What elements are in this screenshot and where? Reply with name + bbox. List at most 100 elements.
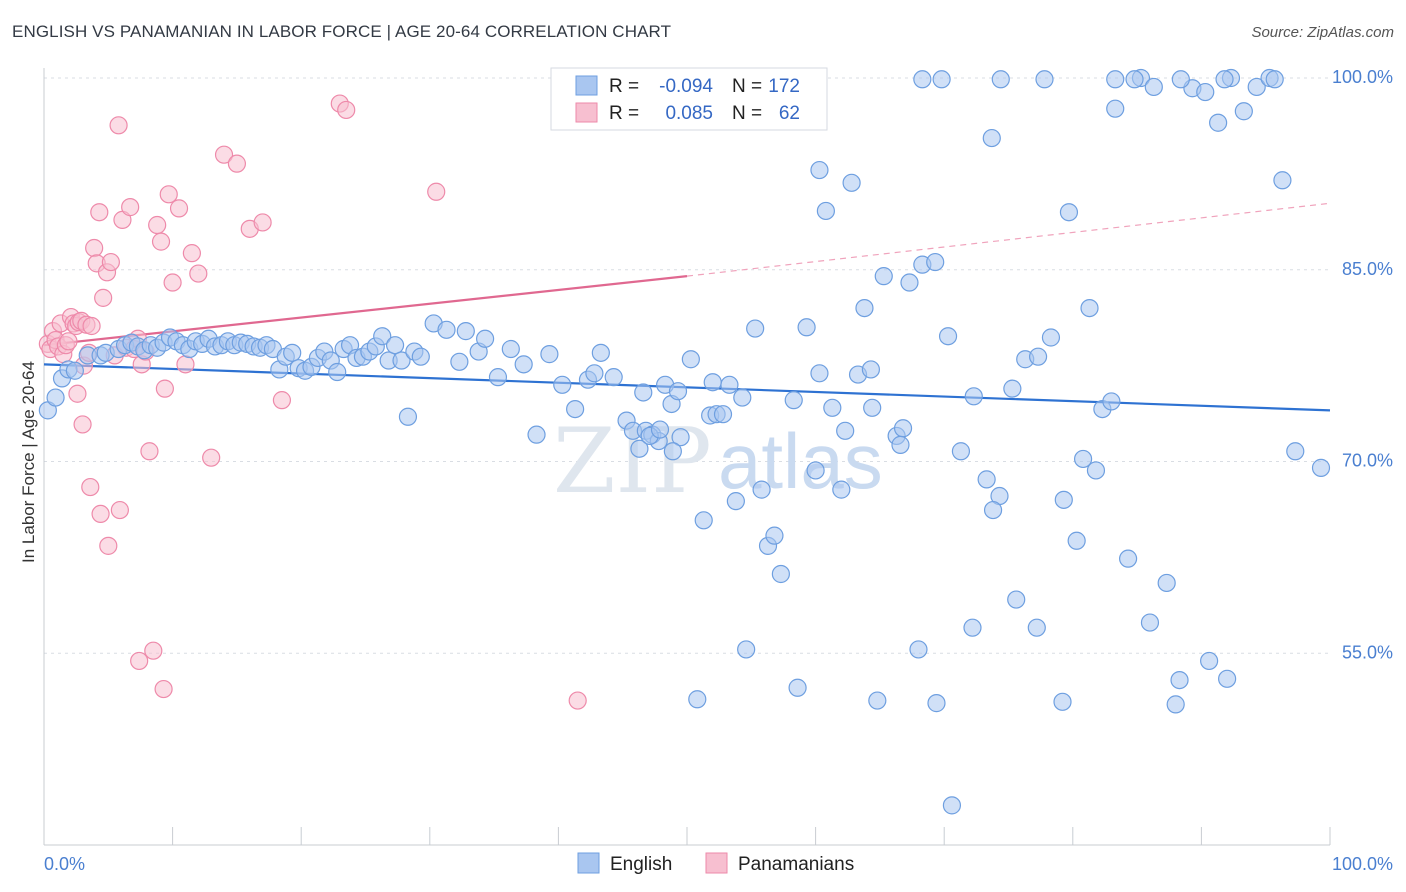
data-point-english (1106, 70, 1125, 89)
data-point-panamanians (110, 500, 129, 520)
data-point-english (964, 387, 983, 406)
data-point-english (456, 322, 475, 341)
data-point-english (746, 319, 765, 338)
data-point-english (726, 492, 745, 511)
data-point-english (1166, 695, 1185, 714)
y-tick-label: 70.0% (1342, 451, 1393, 471)
data-point-english (797, 318, 816, 337)
data-point-panamanians (151, 232, 171, 251)
data-point-english (475, 329, 495, 348)
legend-correlation: R = -0.094 N = 172 R = 0.085 N = 62 (550, 67, 828, 131)
data-point-english (891, 435, 910, 454)
data-point-english (810, 160, 829, 180)
data-point-panamanians (154, 679, 173, 699)
data-point-english (1102, 392, 1121, 411)
data-point-english (1196, 82, 1215, 102)
data-point-english (1053, 692, 1072, 711)
data-point-english (694, 511, 713, 530)
trend-line-english (43, 363, 1331, 412)
data-point-panamanians (214, 145, 234, 164)
data-point-english (752, 480, 771, 499)
panamanian-points (38, 94, 587, 710)
data-point-panamanians (101, 252, 120, 272)
data-point-english (671, 428, 690, 447)
watermark-atlas: atlas (718, 417, 883, 505)
data-point-panamanians (85, 238, 104, 258)
data-point-english (488, 368, 508, 387)
data-point-english (842, 173, 861, 192)
data-point-panamanians (90, 203, 109, 222)
legend-n-value-english: 172 (768, 76, 800, 97)
y-tick-label: 85.0% (1342, 259, 1393, 279)
data-point-english (733, 388, 752, 407)
data-point-english (650, 420, 670, 439)
data-point-english (46, 388, 65, 407)
data-point-panamanians (253, 213, 272, 232)
data-point-english (806, 461, 825, 480)
data-point-english (668, 382, 688, 401)
data-point-panamanians (99, 536, 118, 555)
chart-title: ENGLISH VS PANAMANIAN IN LABOR FORCE | A… (12, 22, 672, 41)
data-point-english (501, 339, 520, 359)
data-point-english (982, 128, 1001, 148)
data-point-english (932, 70, 951, 89)
data-point-english (836, 421, 855, 440)
data-point-panamanians (159, 185, 178, 204)
data-point-english (713, 405, 733, 424)
data-point-english (913, 70, 932, 89)
data-point-english (566, 399, 585, 419)
legend-r-label-english: R = (609, 76, 639, 97)
legend-bottom-label-panamanians: Panamanians (738, 854, 854, 875)
data-point-english (411, 347, 430, 366)
data-point-english (942, 796, 962, 815)
data-point-english (1080, 299, 1099, 318)
data-point-english (1054, 490, 1073, 509)
x-tick-label-left: 0.0% (44, 854, 85, 874)
data-point-english (328, 362, 347, 382)
data-point-english (1234, 102, 1253, 121)
data-point-english (991, 70, 1010, 89)
data-point-english (514, 355, 533, 374)
legend-series: English Panamanians (577, 852, 854, 875)
data-point-english (1035, 70, 1054, 89)
legend-n-label-panamanians: N = (732, 103, 762, 124)
data-point-english (373, 327, 392, 346)
data-point-english (927, 694, 946, 713)
data-point-english (1059, 203, 1079, 222)
data-point-panamanians (202, 448, 221, 467)
data-point-english (1144, 77, 1163, 97)
data-point-english (874, 267, 893, 286)
data-point-english (1157, 573, 1176, 593)
data-point-english (765, 526, 784, 545)
data-point-panamanians (176, 355, 195, 374)
data-point-english (527, 425, 546, 444)
data-point-english (1125, 70, 1144, 89)
data-point-panamanians (144, 641, 163, 660)
data-point-english (1311, 458, 1331, 477)
data-point-panamanians (91, 504, 110, 524)
data-point-english (630, 439, 649, 458)
data-point-english (283, 343, 302, 362)
data-point-english (688, 690, 707, 709)
data-point-panamanians (73, 415, 92, 434)
data-point-english (788, 678, 807, 697)
data-point-english (585, 364, 604, 383)
data-point-panamanians (163, 273, 182, 292)
data-point-panamanians (82, 316, 101, 336)
data-point-english (65, 361, 84, 380)
data-point-panamanians (169, 199, 189, 218)
data-point-panamanians (227, 154, 246, 173)
data-point-panamanians (59, 332, 78, 351)
data-point-english (385, 336, 405, 355)
data-point-english (816, 201, 835, 221)
data-point-english (771, 564, 790, 584)
english-points (38, 68, 1331, 815)
data-point-english (926, 252, 945, 272)
data-point-english (1247, 77, 1266, 97)
data-point-english (1007, 590, 1026, 609)
y-tick-label: 100.0% (1332, 67, 1393, 87)
data-point-english (1027, 618, 1046, 637)
data-point-english (1140, 613, 1160, 632)
data-point-english (1073, 449, 1093, 469)
